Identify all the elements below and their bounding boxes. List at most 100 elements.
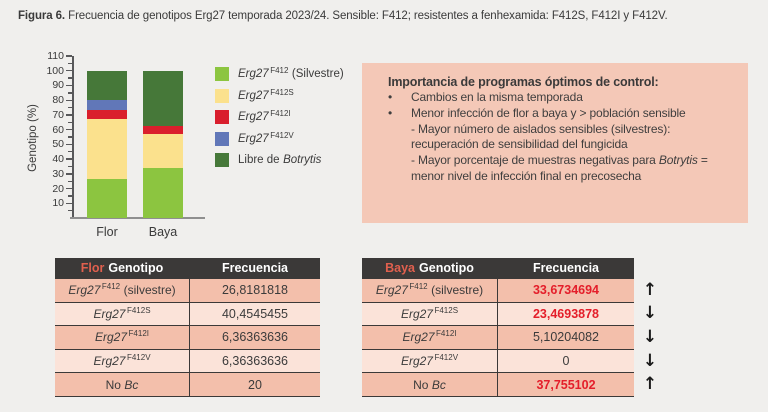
text-segment: Erg27 [375, 283, 408, 298]
figure-caption: Frecuencia de genotipos Erg27 temporada … [68, 10, 668, 22]
text-segment: Menor infección de flor a baya y > pobla… [411, 105, 686, 120]
text-segment: Bc [124, 377, 139, 392]
y-tick [68, 106, 72, 109]
y-axis-line [72, 56, 74, 218]
y-tick [68, 121, 72, 123]
info-box: Importancia de programas óptimos de cont… [362, 63, 748, 223]
y-tick-label: 80 [52, 94, 64, 107]
y-tick [68, 136, 72, 138]
text-segment: F412S [270, 87, 294, 97]
legend-label: Erg27 F412I [238, 109, 291, 123]
y-tick [68, 165, 72, 168]
frequency-cell: 37,755102 [497, 373, 634, 396]
y-tick [66, 84, 72, 87]
text-segment: Erg27 [238, 89, 269, 102]
text-segment: Erg27 [238, 68, 269, 80]
baya-frequency-header: Frecuencia [497, 258, 634, 278]
text-segment: Botrytis [283, 154, 322, 166]
legend-label: Erg27 F412S [238, 87, 294, 102]
frequency-cell: 6,36363636 [189, 326, 320, 349]
bullet-item: • Cambios en la misma temporada [388, 90, 730, 106]
flor-header-rest: Genotipo [108, 261, 164, 275]
bullet-item: • Menor infección de flor a baya y > pobl… [388, 106, 730, 122]
text-segment: Erg27 [93, 306, 126, 321]
flor-table-header: Flor Genotipo Frecuencia [55, 258, 320, 278]
text-segment: F412V [126, 353, 151, 363]
y-tick-label: 20 [52, 182, 64, 195]
bullet-sub-item: - Mayor número de aislados sensibles (si… [411, 122, 730, 154]
text-segment: F412 [270, 66, 289, 75]
y-tick-label: 90 [52, 79, 64, 92]
legend-swatch [215, 67, 229, 81]
text-segment: F412V [270, 130, 294, 140]
bullet-sub-item: - Mayor porcentaje de muestras negativas… [411, 153, 730, 185]
legend-swatch [215, 153, 229, 167]
text-segment: Erg27 [400, 354, 433, 369]
y-tick [66, 173, 72, 175]
legend-item: Erg27 F412 (Silvestre) [215, 66, 344, 81]
table-row: Erg27 F412S 23,4693878 [362, 301, 634, 326]
text-segment: Erg27 [400, 306, 433, 321]
text-segment: Libre de [238, 154, 280, 166]
genotype-cell: Erg27 F412V [362, 350, 497, 373]
stacked-bar-chart: 10 20 30 40 50 60 70 80 90 100 110 Flor Baya [46, 50, 205, 239]
frequency-cell: 33,6734694 [497, 279, 634, 302]
bar-segment [143, 70, 183, 127]
y-tick-label: 30 [52, 167, 64, 180]
y-tick [66, 143, 72, 146]
table-row: No Bc 20 [55, 372, 320, 396]
text-segment: (Silvestre) [291, 68, 344, 80]
frequency-cell: 0 [497, 349, 634, 373]
y-tick [68, 92, 72, 94]
text-segment: Erg27 [95, 330, 128, 345]
frequency-cell: 20 [189, 373, 320, 396]
text-segment: F412V [434, 353, 459, 363]
table-row: Erg27 F412I 6,36363636 [55, 325, 320, 349]
y-tick [66, 70, 72, 72]
y-tick [66, 114, 72, 116]
y-tick [68, 77, 72, 79]
bar-segment [87, 70, 127, 101]
chart-legend: Erg27 F412 (Silvestre) Erg27 F412S Erg27 F412I… [215, 66, 344, 175]
text-segment: Botrytis [658, 153, 698, 168]
legend-item: Erg27 F412S [215, 87, 344, 103]
flor-frequency-header: Frecuencia [189, 258, 320, 278]
table-row: Erg27 F412V 0 [362, 348, 634, 373]
bar-flor [87, 70, 127, 218]
y-tick-label: 60 [52, 123, 64, 136]
text-segment: No [413, 377, 429, 392]
legend-item: Erg27 F412V [215, 130, 344, 146]
info-box-bullets: • Cambios en la misma temporada • Menor inf… [388, 90, 730, 185]
text-segment: F412S [126, 305, 151, 315]
genotype-cell: Erg27 F412S [362, 303, 497, 326]
table-row: Erg27 F412 (silvestre) 33,6734694 [362, 278, 634, 302]
genotype-cell: Erg27 F412V [55, 350, 189, 373]
text-segment: F412 [101, 282, 121, 292]
bar-segment [143, 168, 183, 218]
table-row: Erg27 F412I 5,10204082 [362, 325, 634, 349]
y-tick [68, 209, 72, 212]
y-tick [66, 202, 72, 204]
legend-label: Erg27 F412V [238, 130, 294, 145]
figure-label: Figura 6. [18, 10, 66, 22]
bar-segment [143, 126, 183, 134]
bullet-text: Cambios en la misma temporada [411, 90, 730, 106]
text-segment: (silvestre) [431, 283, 484, 298]
y-tick-label: 10 [52, 197, 64, 210]
down-arrow-icon: ↓ [642, 303, 658, 324]
text-segment: Erg27 [93, 354, 126, 369]
frequency-cell: 23,4693878 [497, 302, 634, 326]
text-segment: - Mayor número de aislados sensibles (si… [411, 121, 671, 152]
y-tick-label: 50 [52, 138, 64, 151]
text-segment: Erg27 [238, 132, 269, 145]
y-tick [68, 151, 72, 153]
down-arrow-icon: ↓ [642, 326, 658, 347]
bar-segment [87, 178, 127, 218]
genotype-cell: Erg27 F412 (silvestre) [362, 279, 497, 302]
baya-table: Baya Genotipo Frecuencia Erg27 F412 (silves… [362, 258, 634, 397]
y-tick [68, 195, 72, 197]
text-segment: Cambios en la misma temporada [411, 90, 583, 104]
text-segment: Bc [431, 377, 446, 392]
table-row: Erg27 F412V 6,36363636 [55, 348, 320, 373]
frequency-cell: 6,36363636 [189, 349, 320, 373]
